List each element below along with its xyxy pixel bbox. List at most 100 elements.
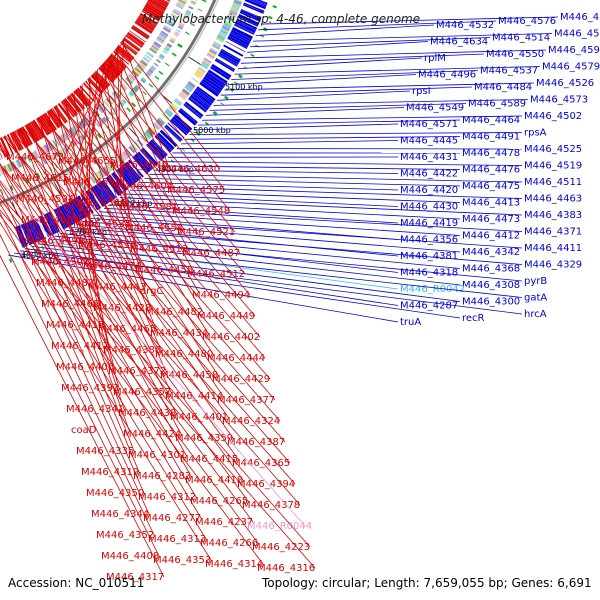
gene-label[interactable]: M446_R0042 bbox=[400, 284, 465, 295]
gene-label[interactable]: rpsA bbox=[524, 128, 547, 139]
gene-label[interactable]: M446_4283 bbox=[133, 471, 191, 482]
gene-label[interactable]: M446_4420 bbox=[400, 185, 458, 196]
gene-label[interactable]: M446_4474 bbox=[83, 261, 141, 272]
gene-label[interactable]: M446_4401 bbox=[170, 412, 228, 423]
gene-label[interactable]: M446_4341 bbox=[66, 404, 124, 415]
gene-label[interactable]: M446_4342 bbox=[462, 247, 520, 258]
gene-label[interactable]: M446_4365 bbox=[232, 458, 290, 469]
gene-label[interactable]: M446_4487 bbox=[182, 248, 240, 259]
gene-label[interactable]: M446_4335 bbox=[76, 446, 134, 457]
gene-label[interactable]: M446_4563 bbox=[554, 29, 600, 40]
gene-label[interactable]: M446_4549 bbox=[406, 103, 464, 114]
gene-label[interactable]: M446_4356 bbox=[400, 235, 458, 246]
gene-label[interactable]: M446_4535 bbox=[73, 219, 131, 230]
gene-label[interactable]: M446_4353 bbox=[153, 555, 211, 566]
gene-label[interactable]: M446_4511 bbox=[524, 177, 582, 188]
gene-label[interactable]: M446_4463 bbox=[524, 194, 582, 205]
gene-label[interactable]: M446_4301 bbox=[128, 450, 186, 461]
gene-label[interactable]: hrcA bbox=[524, 309, 547, 320]
gene-label[interactable]: M446_4237 bbox=[195, 517, 253, 528]
gene-label[interactable]: M446_4476 bbox=[462, 165, 520, 176]
gene-label[interactable]: M446_4277 bbox=[143, 513, 201, 524]
gene-label[interactable]: M446_4630 bbox=[162, 164, 220, 175]
gene-label[interactable]: M446_4521 bbox=[177, 227, 235, 238]
gene-label[interactable]: M446_4596 bbox=[560, 12, 600, 23]
gene-label[interactable]: M446_4350 bbox=[86, 488, 144, 499]
gene-label[interactable]: M446_4429 bbox=[212, 374, 270, 385]
gene-label[interactable]: M446_4513 bbox=[130, 244, 188, 255]
gene-label[interactable]: M446_4499 bbox=[26, 236, 84, 247]
gene-label[interactable]: truA bbox=[400, 317, 421, 328]
gene-label[interactable]: M446_4406 bbox=[56, 362, 114, 373]
gene-label[interactable]: M446_4466 bbox=[41, 299, 99, 310]
gene-label[interactable]: M446_4377 bbox=[217, 395, 275, 406]
gene-label[interactable]: M446_4519 bbox=[524, 161, 582, 172]
gene-label[interactable]: M446_4525 bbox=[524, 144, 582, 155]
gene-label[interactable]: M446_4430 bbox=[400, 202, 458, 213]
gene-label[interactable]: M446_4368 bbox=[462, 264, 520, 275]
gene-label[interactable]: M446_4266 bbox=[200, 538, 258, 549]
gene-label[interactable]: M446_4473 bbox=[462, 214, 520, 225]
gene-label[interactable]: M446_4496 bbox=[418, 70, 476, 81]
gene-label[interactable]: M446_4598 bbox=[63, 177, 121, 188]
gene-label[interactable]: recR bbox=[462, 313, 485, 324]
gene-label[interactable]: coaD bbox=[71, 425, 97, 436]
gene-label[interactable]: M446_4265 bbox=[190, 496, 248, 507]
gene-label[interactable]: M446_4319 bbox=[81, 467, 139, 478]
gene-label[interactable]: M446_4383 bbox=[524, 210, 582, 221]
gene-label[interactable]: M446_R0044 bbox=[247, 521, 312, 532]
gene-label[interactable]: M446_4317 bbox=[106, 572, 164, 583]
gene-label[interactable]: M446_4313 bbox=[148, 534, 206, 545]
gene-label[interactable]: M446_4475 bbox=[462, 181, 520, 192]
gene-label[interactable]: M446_4449 bbox=[197, 311, 255, 322]
gene-label[interactable]: M446_4408 bbox=[101, 551, 159, 562]
gene-label[interactable]: M446_4579 bbox=[542, 62, 600, 73]
gene-label[interactable]: M446_4591 bbox=[548, 45, 600, 56]
gene-label[interactable]: M446_4308 bbox=[462, 280, 520, 291]
gene-label[interactable]: M446_4402 bbox=[202, 332, 260, 343]
gene-label[interactable]: M446_4565 bbox=[21, 215, 79, 226]
gene-label[interactable]: M446_4314 bbox=[205, 559, 263, 570]
gene-label[interactable]: M446_4316 bbox=[257, 563, 315, 574]
gene-label[interactable]: M446_4573 bbox=[530, 95, 588, 106]
gene-label[interactable]: M446_4357 bbox=[113, 387, 171, 398]
gene-label[interactable]: M446_4575 bbox=[167, 185, 225, 196]
gene-label[interactable]: M446_4424 bbox=[123, 429, 181, 440]
gene-label[interactable]: M446_4464 bbox=[462, 115, 520, 126]
gene-label[interactable]: M446_4594 bbox=[16, 194, 74, 205]
gene-label[interactable]: M446_4634 bbox=[430, 37, 488, 48]
gene-label[interactable]: M446_4571 bbox=[400, 119, 458, 130]
gene-label[interactable]: M446_4411 bbox=[524, 243, 582, 254]
gene-label[interactable]: M446_4372 bbox=[108, 366, 166, 377]
gene-label[interactable]: M446_4344 bbox=[91, 509, 149, 520]
gene-label[interactable]: M446_4465 bbox=[98, 324, 156, 335]
gene-label[interactable]: M446_4512 bbox=[187, 269, 245, 280]
gene-label[interactable]: M446_4223 bbox=[252, 542, 310, 553]
gene-label[interactable]: pyrB bbox=[524, 276, 547, 287]
gene-label[interactable]: rplM bbox=[424, 53, 446, 64]
gene-label[interactable]: gatA bbox=[524, 293, 547, 304]
gene-label[interactable]: M446_4329 bbox=[524, 260, 582, 271]
gene-label[interactable]: M446_4445 bbox=[400, 136, 458, 147]
gene-label[interactable]: M446_4287 bbox=[400, 301, 458, 312]
gene-label[interactable]: M446_4443 bbox=[88, 282, 146, 293]
gene-label[interactable]: M446_4502 bbox=[524, 111, 582, 122]
gene-label[interactable]: M446_4526 bbox=[536, 78, 594, 89]
gene-label[interactable]: M446_4318 bbox=[400, 268, 458, 279]
gene-label[interactable]: M446_4532 bbox=[436, 20, 494, 31]
gene-label[interactable]: M446_4550 bbox=[486, 49, 544, 60]
gene-label[interactable]: M446_4419 bbox=[400, 218, 458, 229]
gene-label[interactable]: M446_4388 bbox=[103, 345, 161, 356]
gene-label[interactable]: M446_4576 bbox=[498, 16, 556, 27]
gene-label[interactable]: M446_4387 bbox=[227, 437, 285, 448]
gene-label[interactable]: M446_4413 bbox=[462, 198, 520, 209]
gene-label[interactable]: rpsI bbox=[412, 86, 431, 97]
gene-label[interactable]: M446_4444 bbox=[207, 353, 265, 364]
gene-label[interactable]: M446_4394 bbox=[237, 479, 295, 490]
gene-label[interactable]: M446_4482 bbox=[145, 307, 203, 318]
gene-label[interactable]: M446_4494 bbox=[192, 290, 250, 301]
gene-label[interactable]: M446_4300 bbox=[462, 297, 520, 308]
gene-label[interactable]: M446_4324 bbox=[222, 416, 280, 427]
gene-label[interactable]: M446_4478 bbox=[462, 148, 520, 159]
gene-label[interactable]: M446_4422 bbox=[400, 169, 458, 180]
